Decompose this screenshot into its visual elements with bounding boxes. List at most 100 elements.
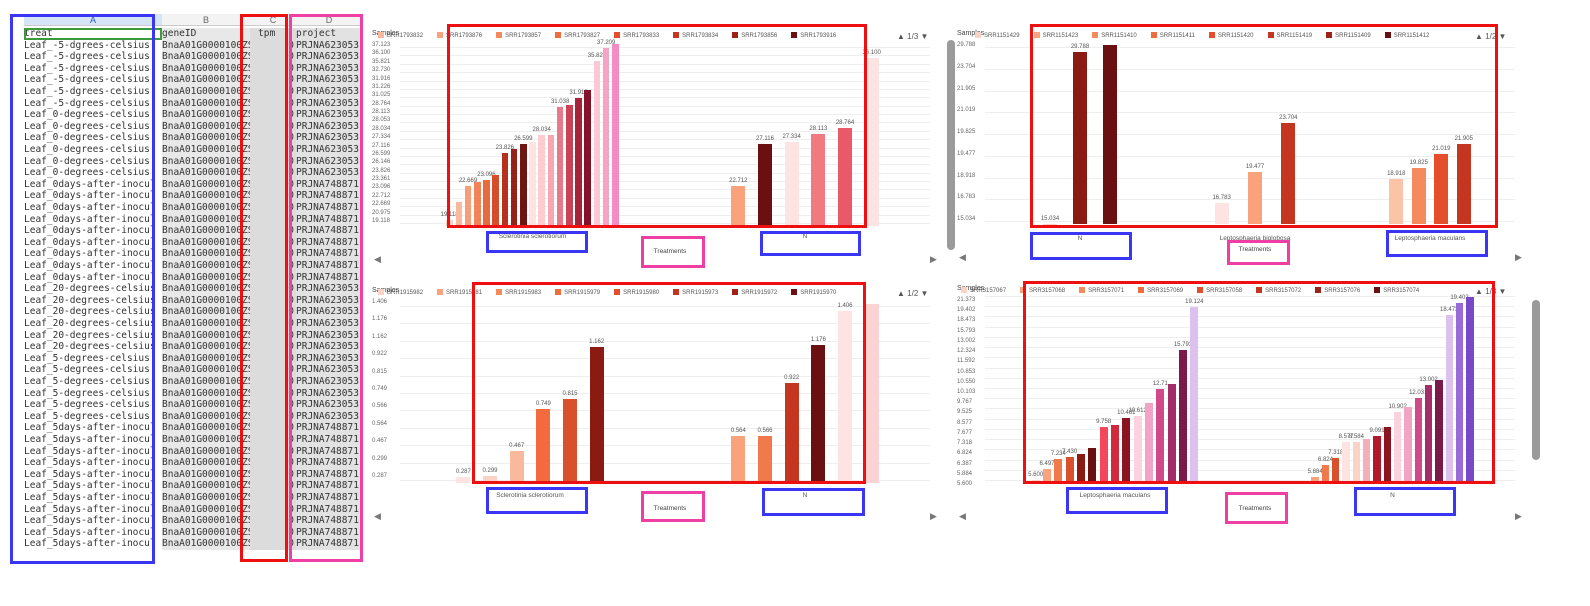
cell-project[interactable]: PRJNA748871	[296, 445, 362, 458]
bar[interactable]	[1156, 389, 1165, 483]
bar[interactable]	[538, 135, 546, 226]
legend-item[interactable]: SRR1793833	[614, 32, 659, 39]
cell-project[interactable]: PRJNA623053	[296, 364, 362, 376]
bar[interactable]	[529, 141, 536, 226]
bar[interactable]	[566, 104, 573, 226]
bar[interactable]	[563, 398, 577, 483]
cell-project[interactable]: PRJNA748871	[296, 178, 362, 191]
legend-pager[interactable]: ▲ 1/2 ▼	[1475, 32, 1506, 41]
legend-item[interactable]: SRR1151429	[975, 32, 1020, 39]
cell-geneid[interactable]: BnaA01G0000100ZS	[162, 468, 250, 481]
cell-project[interactable]: PRJNA623053	[296, 155, 362, 168]
cell-geneid[interactable]: BnaA01G0000100ZS	[162, 434, 250, 446]
cell-treat[interactable]: Leaf_-5-dgrees-celsius	[24, 51, 150, 63]
cell-geneid[interactable]: BnaA01G0000100ZS	[162, 51, 250, 63]
scroll-right-icon[interactable]: ▶	[1515, 252, 1522, 262]
legend-item[interactable]: SRR1915981	[437, 289, 482, 296]
cell-geneid[interactable]: BnaA01G0000100ZS	[162, 248, 250, 260]
legend-item[interactable]: SRR1151419	[1267, 32, 1312, 39]
triangle-down-icon[interactable]: ▼	[1496, 287, 1507, 296]
cell-tpm[interactable]: 0	[250, 457, 296, 469]
bar[interactable]	[1424, 385, 1433, 483]
cell-tpm[interactable]: 0	[250, 155, 296, 168]
cell-tpm[interactable]: 0	[250, 271, 296, 284]
cell-project[interactable]: PRJNA748871	[296, 515, 362, 527]
bar[interactable]	[1133, 416, 1142, 483]
cell-geneid[interactable]: BnaA01G0000100ZS	[162, 422, 250, 434]
cell-tpm[interactable]: 0	[250, 434, 296, 446]
cell-tpm[interactable]: 0	[250, 399, 296, 411]
cell-tpm[interactable]: 0	[250, 283, 296, 295]
cell-geneid[interactable]: BnaA01G0000100ZS	[162, 120, 250, 133]
cell-tpm[interactable]: 0	[250, 352, 296, 365]
cell-treat[interactable]: Leaf_5days-after-inocul	[24, 503, 156, 515]
bar[interactable]	[1248, 172, 1262, 224]
legend-item[interactable]: SRR3157067	[961, 287, 1006, 294]
cell-tpm[interactable]: 0	[250, 120, 296, 133]
scroll-left-icon[interactable]: ◀	[374, 511, 381, 521]
legend-item[interactable]: SRR1151423	[1033, 32, 1078, 39]
cell-geneid[interactable]: BnaA01G0000100ZS	[162, 202, 250, 214]
header-cell-project[interactable]: project	[296, 28, 362, 40]
bar[interactable]	[473, 182, 481, 226]
bar[interactable]	[602, 47, 610, 226]
cell-geneid[interactable]: BnaA01G0000100ZS	[162, 236, 250, 249]
cell-tpm[interactable]: 0	[250, 167, 296, 179]
cell-project[interactable]: PRJNA748871	[296, 271, 362, 284]
cell-tpm[interactable]: 0	[250, 109, 296, 121]
cell-project[interactable]: PRJNA623053	[296, 51, 362, 63]
cell-tpm[interactable]: 0	[250, 225, 296, 237]
cell-treat[interactable]: Leaf_20-degrees-celsius	[24, 318, 156, 329]
bar[interactable]	[1342, 442, 1350, 483]
cell-geneid[interactable]: BnaA01G0000100ZS	[162, 376, 250, 388]
cell-geneid[interactable]: BnaA01G0000100ZS	[162, 39, 250, 52]
bar[interactable]	[1122, 417, 1131, 483]
cell-project[interactable]: PRJNA623053	[296, 410, 362, 423]
bar[interactable]	[483, 475, 497, 483]
legend-item[interactable]: SRR1151420	[1208, 32, 1254, 39]
legend-pager[interactable]: ▲ 1/3 ▼	[897, 32, 928, 41]
cell-treat[interactable]: Leaf_5days-after-inocul	[24, 538, 156, 550]
legend-item[interactable]: SRR1151409	[1326, 32, 1371, 39]
bar[interactable]	[519, 143, 527, 226]
cell-treat[interactable]: Leaf_5-degrees-celsius	[24, 376, 150, 387]
bar[interactable]	[1178, 349, 1188, 483]
bar[interactable]	[1076, 453, 1086, 483]
triangle-down-icon[interactable]: ▼	[1496, 32, 1507, 41]
cell-tpm[interactable]: 0	[250, 480, 296, 492]
bar[interactable]	[1321, 464, 1330, 483]
bar[interactable]	[464, 186, 472, 226]
cell-project[interactable]: PRJNA623053	[296, 283, 362, 295]
bar[interactable]	[1435, 380, 1443, 483]
legend-item[interactable]: SRR3157068	[1020, 287, 1065, 294]
triangle-down-icon[interactable]: ▼	[918, 32, 929, 41]
legend-item[interactable]: SRR1915973	[673, 289, 718, 296]
cell-project[interactable]: PRJNA623053	[296, 132, 362, 144]
cell-project[interactable]: PRJNA623053	[296, 109, 362, 121]
bar[interactable]	[501, 153, 509, 226]
cell-tpm[interactable]: 0	[250, 144, 296, 156]
triangle-up-icon[interactable]: ▲	[1475, 287, 1486, 296]
cell-treat[interactable]: Leaf_5-degrees-celsius	[24, 364, 150, 376]
column-header-b[interactable]: B	[162, 14, 250, 26]
column-header-d[interactable]: D	[296, 14, 362, 26]
cell-treat[interactable]: Leaf_-5-dgrees-celsius	[24, 97, 150, 109]
cell-geneid[interactable]: BnaA01G0000100ZS	[162, 260, 250, 272]
cell-geneid[interactable]: BnaA01G0000100ZS	[162, 352, 250, 365]
cell-treat[interactable]: Leaf_5days-after-inocul	[24, 434, 156, 445]
cell-geneid[interactable]: BnaA01G0000100ZS	[162, 329, 250, 342]
cell-project[interactable]: PRJNA748871	[296, 248, 362, 260]
cell-tpm[interactable]: 0	[250, 318, 296, 330]
cell-project[interactable]: PRJNA623053	[296, 329, 362, 342]
legend-item[interactable]: SRR3157076	[1315, 287, 1360, 294]
bar[interactable]	[1190, 306, 1199, 483]
cell-treat[interactable]: Leaf_5days-after-inocul	[24, 492, 156, 503]
cell-treat[interactable]: Leaf_0-degrees-celsius	[24, 120, 150, 132]
cell-geneid[interactable]: BnaA01G0000100ZS	[162, 318, 250, 330]
cell-project[interactable]: PRJNA623053	[296, 399, 362, 411]
cell-geneid[interactable]: BnaA01G0000100ZS	[162, 62, 250, 75]
cell-geneid[interactable]: BnaA01G0000100ZS	[162, 283, 250, 295]
cell-geneid[interactable]: BnaA01G0000100ZS	[162, 364, 250, 376]
bar[interactable]	[784, 383, 799, 483]
cell-geneid[interactable]: BnaA01G0000100ZS	[162, 132, 250, 144]
